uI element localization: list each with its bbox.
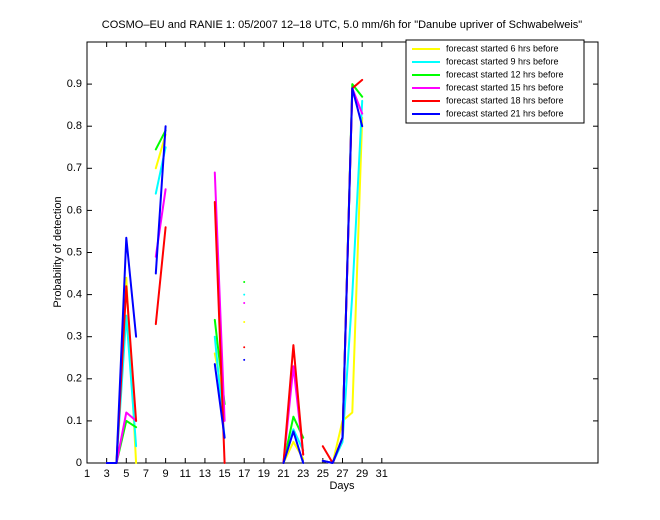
y-axis-label: Probability of detection [52,196,64,307]
x-tick-label: 25 [317,468,329,480]
legend-label: forecast started 6 hrs before [446,43,559,53]
y-tick-label: 0.4 [67,289,82,301]
x-tick-label: 15 [218,468,230,480]
legend-label: forecast started 9 hrs before [446,56,559,66]
y-tick-label: 0.3 [67,331,82,343]
y-tick-label: 0 [76,457,82,469]
x-tick-label: 9 [163,468,169,480]
chart-title: COSMO–EU and RANIE 1: 05/2007 12–18 UTC,… [102,19,583,31]
x-tick-label: 7 [143,468,149,480]
y-tick-label: 0.2 [67,373,82,385]
x-tick-label: 1 [84,468,90,480]
y-tick-label: 0.7 [67,162,82,174]
x-tick-label: 3 [104,468,110,480]
y-tick-label: 0.9 [67,78,82,90]
series-line [105,87,364,464]
series-line [105,78,364,464]
legend-label: forecast started 18 hrs before [446,95,564,105]
y-tick-label: 0.1 [67,415,82,427]
x-axis-label: Days [329,480,355,492]
series-line [105,87,364,464]
legend-label: forecast started 21 hrs before [446,108,564,118]
y-tick-label: 0.5 [67,246,82,258]
x-tick-label: 17 [238,468,250,480]
x-tick-label: 27 [336,468,348,480]
y-tick-label: 0.8 [67,120,82,132]
x-tick-label: 29 [356,468,368,480]
x-tick-label: 31 [376,468,388,480]
x-tick-label: 19 [258,468,270,480]
x-tick-label: 21 [277,468,289,480]
x-tick-label: 13 [199,468,211,480]
legend: forecast started 6 hrs before forecast st… [405,39,585,124]
y-tick-label: 0.6 [67,204,82,216]
legend-box [405,39,585,124]
plot-frame [86,41,599,464]
legend-label: forecast started 15 hrs before [446,82,564,92]
x-tick-label: 23 [297,468,309,480]
legend-label: forecast started 12 hrs before [446,69,564,79]
x-tick-label: 11 [180,468,191,480]
x-tick-label: 5 [123,468,129,480]
